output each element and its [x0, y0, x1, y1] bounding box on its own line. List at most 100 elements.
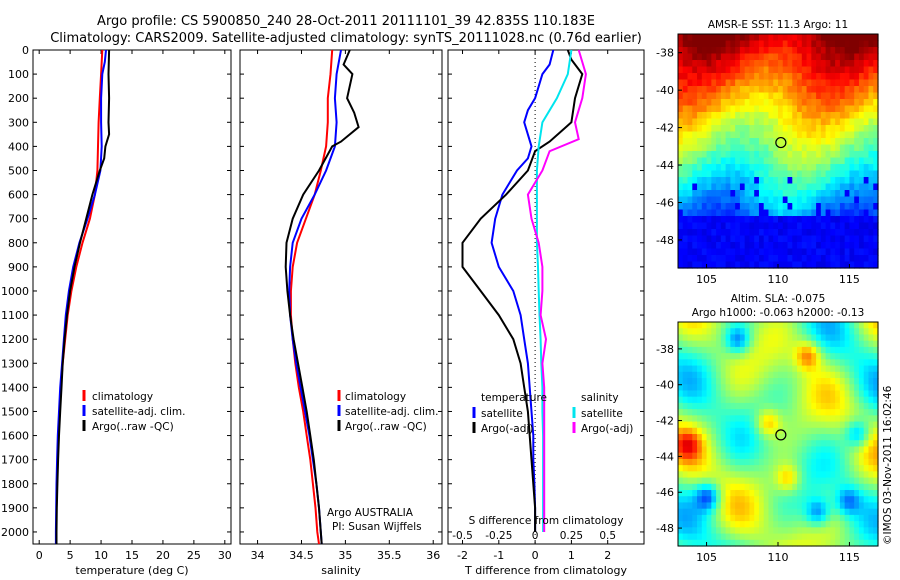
heatmap-cell	[858, 340, 865, 348]
heatmap-cell	[682, 434, 689, 441]
heatmap-cell	[854, 477, 860, 485]
heatmap-cell	[825, 164, 831, 172]
heatmap-cell	[820, 255, 827, 263]
heatmap-cell	[854, 465, 860, 472]
heatmap-cell	[701, 216, 708, 224]
heatmap-cell	[754, 334, 760, 342]
heatmap-cell	[816, 209, 822, 217]
heatmap-cell	[754, 434, 760, 441]
heatmap-cell	[778, 157, 784, 165]
heatmap-cell	[768, 378, 774, 385]
heatmap-cell	[816, 183, 822, 191]
heatmap-cell	[678, 183, 684, 191]
heatmap-cell	[835, 371, 841, 379]
map-title: Argo h1000: -0.063 h2000: -0.13	[692, 307, 865, 319]
heatmap-cell	[682, 112, 689, 120]
heatmap-cell	[711, 144, 717, 152]
heatmap-cell	[787, 170, 793, 178]
heatmap-cell	[839, 164, 846, 172]
heatmap-cell	[697, 73, 703, 81]
heatmap-cell	[797, 409, 803, 416]
heatmap-cell	[763, 415, 770, 423]
copyright-label: ©IMOS 03-Nov-2011 16:02:46	[882, 385, 894, 545]
heatmap-cell	[711, 190, 717, 198]
heatmap-cell	[692, 396, 698, 404]
heatmap-cell	[701, 359, 708, 367]
heatmap-cell	[716, 60, 722, 68]
heatmap-cell	[720, 144, 727, 152]
heatmap-cell	[701, 92, 708, 100]
heatmap-cell	[749, 209, 755, 217]
heatmap-cell	[749, 222, 755, 230]
heatmap-cell	[720, 40, 727, 48]
heatmap-cell	[825, 86, 831, 94]
heatmap-cell	[730, 177, 736, 185]
heatmap-cell	[687, 53, 693, 61]
heatmap-cell	[825, 79, 831, 87]
heatmap-cell	[758, 66, 765, 74]
heatmap-cell	[701, 346, 708, 354]
heatmap-cell	[725, 483, 731, 491]
heatmap-cell	[701, 79, 708, 87]
heatmap-cell	[744, 216, 751, 224]
heatmap-cell	[849, 402, 855, 410]
heatmap-cell	[749, 465, 755, 472]
heatmap-cell	[720, 415, 727, 423]
heatmap-cell	[873, 255, 879, 263]
heatmap-cell	[773, 508, 779, 516]
heatmap-cell	[873, 496, 879, 504]
heatmap-cell	[787, 105, 793, 113]
heatmap-cell	[739, 322, 746, 329]
heatmap-cell	[687, 446, 693, 454]
heatmap-cell	[749, 138, 755, 146]
heatmap-cell	[830, 229, 836, 237]
heatmap-cell	[787, 452, 793, 460]
heatmap-cell	[811, 458, 817, 466]
heatmap-cell	[682, 502, 689, 510]
heatmap-cell	[697, 415, 703, 423]
heatmap-cell	[749, 340, 755, 348]
heatmap-cell	[797, 170, 803, 178]
heatmap-cell	[744, 60, 751, 68]
heatmap-cell	[849, 53, 855, 61]
heatmap-cell	[792, 261, 798, 269]
heatmap-cell	[806, 112, 812, 120]
heatmap-cell	[797, 434, 803, 441]
heatmap-cell	[816, 34, 822, 42]
heatmap-cell	[854, 446, 860, 454]
heatmap-cell	[730, 66, 736, 74]
heatmap-cell	[858, 359, 865, 367]
heatmap-cell	[858, 533, 865, 541]
heatmap-cell	[768, 73, 774, 81]
heatmap-cell	[754, 446, 760, 454]
heatmap-cell	[797, 340, 803, 348]
heatmap-cell	[830, 47, 836, 55]
heatmap-cell	[778, 434, 784, 441]
heatmap-cell	[820, 86, 827, 94]
heatmap-cell	[716, 47, 722, 55]
heatmap-cell	[858, 86, 865, 94]
heatmap-cell	[768, 164, 774, 172]
heatmap-cell	[863, 384, 870, 392]
heatmap-cell	[730, 421, 736, 429]
heatmap-cell	[835, 384, 841, 392]
heatmap-cell	[701, 66, 708, 74]
heatmap-cell	[768, 118, 774, 126]
heatmap-cell	[868, 514, 874, 522]
heatmap-cell	[825, 483, 831, 491]
heatmap-cell	[701, 112, 708, 120]
heatmap-cell	[678, 458, 684, 466]
heatmap-cell	[697, 138, 703, 146]
heatmap-cell	[678, 34, 684, 42]
heatmap-cell	[835, 365, 841, 373]
heatmap-cell	[858, 105, 865, 113]
heatmap-cell	[797, 255, 803, 263]
heatmap-cell	[792, 458, 798, 466]
heatmap-cell	[749, 125, 755, 133]
heatmap-cell	[692, 196, 698, 204]
heatmap-cell	[725, 340, 731, 348]
heatmap-cell	[792, 527, 798, 535]
heatmap-cell	[868, 434, 874, 441]
heatmap-cell	[854, 53, 860, 61]
heatmap-cell	[868, 53, 874, 61]
